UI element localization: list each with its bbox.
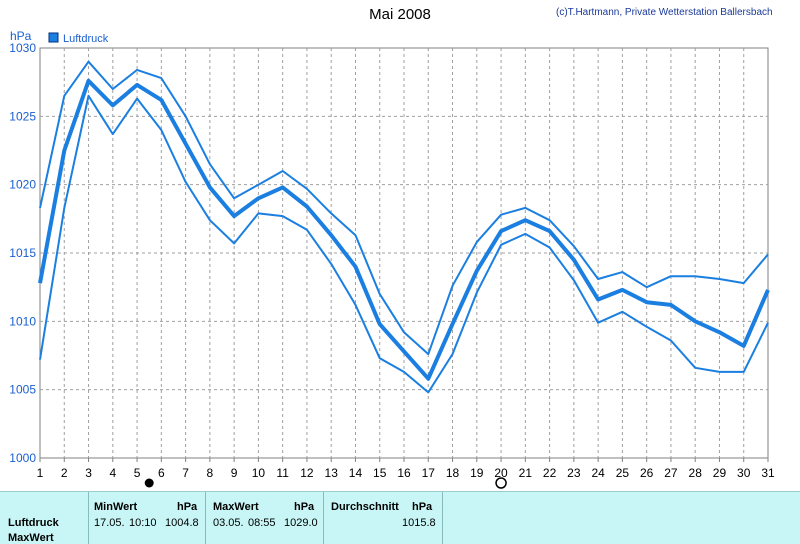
x-tick-label: 12 — [300, 466, 314, 480]
series-line-max — [39, 60, 769, 356]
x-tick-label: 13 — [325, 466, 339, 480]
min-header: MinWert — [94, 501, 138, 513]
x-tick-label: 8 — [207, 466, 214, 480]
y-tick-label: 1010 — [9, 314, 36, 328]
x-tick-label: 24 — [591, 466, 605, 480]
y-tick-label: 1020 — [9, 178, 36, 192]
y-axis-unit-label: hPa — [10, 29, 32, 43]
x-tick-label: 26 — [640, 466, 654, 480]
new-moon-icon — [144, 478, 154, 488]
x-tick-label: 22 — [543, 466, 557, 480]
chart-title: Mai 2008 — [369, 6, 431, 23]
series-line-min — [39, 94, 769, 394]
x-tick-label: 25 — [616, 466, 630, 480]
min-value: 1004.8 — [165, 517, 199, 529]
x-tick-label: 6 — [158, 466, 165, 480]
x-tick-label: 18 — [446, 466, 460, 480]
row-label-maxwert: MaxWert — [8, 532, 54, 544]
x-tick-label: 9 — [231, 466, 238, 480]
max-unit: hPa — [294, 501, 315, 513]
x-tick-label: 20 — [494, 466, 508, 480]
max-time: 08:55 — [248, 517, 276, 529]
x-tick-label: 10 — [252, 466, 266, 480]
average-unit: hPa — [412, 501, 433, 513]
x-tick-label: 21 — [519, 466, 533, 480]
y-tick-label: 1015 — [9, 246, 36, 260]
x-tick-label: 23 — [567, 466, 581, 480]
average-header: Durchschnitt — [331, 501, 399, 513]
max-value: 1029.0 — [284, 517, 318, 529]
x-tick-label: 27 — [664, 466, 678, 480]
legend-label: Luftdruck — [63, 33, 109, 45]
series-line-mean — [38, 78, 770, 381]
min-time: 10:10 — [129, 517, 157, 529]
x-tick-label: 5 — [134, 466, 141, 480]
x-tick-label: 16 — [397, 466, 411, 480]
max-column: MaxWert hPa 03.05. 08:55 1029.0 — [205, 492, 324, 544]
y-tick-label: 1000 — [9, 451, 36, 465]
y-tick-label: 1005 — [9, 383, 36, 397]
x-tick-label: 4 — [109, 466, 116, 480]
x-tick-label: 15 — [373, 466, 387, 480]
chart-credit: (c)T.Hartmann, Private Wetterstation Bal… — [556, 7, 773, 18]
legend-swatch — [48, 32, 59, 43]
max-header: MaxWert — [213, 501, 259, 513]
x-tick-label: 14 — [349, 466, 363, 480]
max-date: 03.05. — [213, 517, 244, 529]
x-tick-label: 7 — [182, 466, 189, 480]
x-tick-label: 28 — [689, 466, 703, 480]
y-tick-label: 1030 — [9, 41, 36, 55]
x-tick-label: 30 — [737, 466, 751, 480]
x-tick-label: 3 — [85, 466, 92, 480]
x-tick-label: 29 — [713, 466, 727, 480]
row-label-luftdruck: Luftdruck — [8, 517, 59, 529]
x-tick-label: 2 — [61, 466, 68, 480]
min-column: MinWert hPa 17.05. 10:10 1004.8 — [88, 492, 206, 544]
y-tick-label: 1025 — [9, 109, 36, 123]
min-date: 17.05. — [94, 517, 125, 529]
min-unit: hPa — [177, 501, 198, 513]
average-column: Durchschnitt hPa 1015.8 — [323, 492, 443, 544]
full-moon-icon — [495, 477, 507, 489]
x-tick-label: 31 — [761, 466, 775, 480]
x-tick-label: 19 — [470, 466, 484, 480]
x-tick-label: 1 — [37, 466, 44, 480]
x-tick-label: 17 — [422, 466, 436, 480]
statistics-footer: Luftdruck MaxWert MinWert hPa 17.05. 10:… — [0, 491, 800, 544]
average-value: 1015.8 — [402, 517, 436, 529]
x-tick-label: 11 — [276, 466, 289, 480]
